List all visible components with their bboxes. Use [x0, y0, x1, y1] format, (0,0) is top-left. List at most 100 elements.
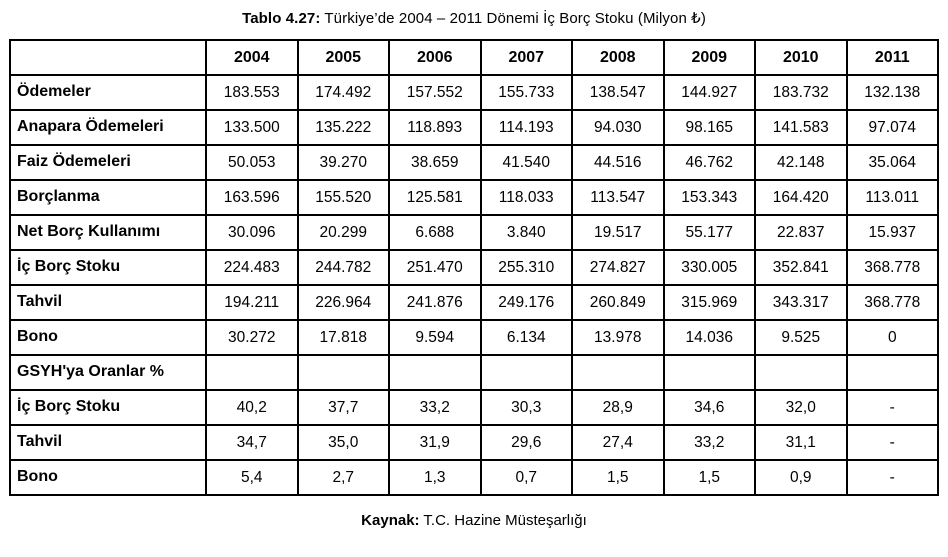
table-cell: 183.553	[205, 74, 299, 111]
table-cell: 28,9	[571, 389, 665, 426]
row-label: Ödemeler	[9, 74, 207, 111]
table-cell: 315.969	[662, 284, 756, 321]
table-cell: 27,4	[571, 424, 665, 461]
table-cell: 6.688	[388, 214, 482, 251]
table-cell: 153.343	[662, 179, 756, 216]
table-row: Faiz Ödemeleri 50.053 39.270 38.659 41.540 44…	[9, 144, 939, 181]
table-cell: 274.827	[571, 249, 665, 286]
table-cell: 33,2	[662, 424, 756, 461]
table-cell: 17.818	[296, 319, 390, 356]
table-cell: 138.547	[571, 74, 665, 111]
table-cell: 163.596	[205, 179, 299, 216]
table-cell: 34,7	[205, 424, 299, 461]
table-cell: 97.074	[845, 109, 939, 146]
table-row: Net Borç Kullanımı 30.096 20.299 6.688 3.840…	[9, 214, 939, 251]
table-cell: 0,9	[754, 459, 848, 496]
table-cell: 113.011	[845, 179, 939, 216]
table-cell: 113.547	[571, 179, 665, 216]
source-label: Kaynak:	[361, 512, 420, 529]
corner-cell	[9, 39, 207, 76]
table-row: Tahvil 194.211 226.964 241.876 249.176 260.84…	[9, 284, 939, 321]
table-cell: 1,3	[388, 459, 482, 496]
table-cell: 249.176	[479, 284, 573, 321]
table-cell: 125.581	[388, 179, 482, 216]
table-cell: 330.005	[662, 249, 756, 286]
table-row: Anapara Ödemeleri 133.500 135.222 118.893 11…	[9, 109, 939, 146]
table-row: İç Borç Stoku 40,2 37,7 33,2 30,3 28,9 34,6 32,…	[9, 389, 939, 426]
table-cell: 13.978	[571, 319, 665, 356]
table-cell: 22.837	[754, 214, 848, 251]
table-cell: 20.299	[296, 214, 390, 251]
table-cell: 260.849	[571, 284, 665, 321]
table-cell: -	[845, 389, 939, 426]
table-cell: 155.733	[479, 74, 573, 111]
table-cell	[754, 354, 848, 391]
year-header: 2008	[571, 39, 665, 76]
table-cell: 255.310	[479, 249, 573, 286]
table-cell: 55.177	[662, 214, 756, 251]
table-row: Tahvil 34,7 35,0 31,9 29,6 27,4 33,2 31,1-	[9, 424, 939, 461]
table-cell: 50.053	[205, 144, 299, 181]
year-header: 2005	[296, 39, 390, 76]
table-cell: 46.762	[662, 144, 756, 181]
table-cell: 3.840	[479, 214, 573, 251]
table-row: GSYH'ya Oranlar %	[9, 354, 939, 391]
table-cell	[479, 354, 573, 391]
table-cell: 30.272	[205, 319, 299, 356]
year-header: 2007	[479, 39, 573, 76]
table-row: Borçlanma 163.596 155.520 125.581 118.033 113…	[9, 179, 939, 216]
table-cell: 144.927	[662, 74, 756, 111]
row-label: Bono	[9, 319, 207, 356]
table-cell	[388, 354, 482, 391]
table-cell	[845, 354, 939, 391]
table-cell: 135.222	[296, 109, 390, 146]
table-body: Ödemeler 183.553 174.492 157.552 155.733 138.…	[9, 74, 939, 496]
table-cell	[662, 354, 756, 391]
year-header: 2010	[754, 39, 848, 76]
table-title: Tablo 4.27: Türkiye’de 2004 – 2011 Dönem…	[0, 0, 948, 27]
table-row: Bono 5,4 2,7 1,3 0,7 1,5 1,5 0,9-	[9, 459, 939, 496]
table-cell: 343.317	[754, 284, 848, 321]
table-cell: -	[845, 424, 939, 461]
table-cell: 2,7	[296, 459, 390, 496]
table-cell: 14.036	[662, 319, 756, 356]
table-cell: 39.270	[296, 144, 390, 181]
table-cell: 132.138	[845, 74, 939, 111]
table-cell: 35.064	[845, 144, 939, 181]
table-cell: 31,1	[754, 424, 848, 461]
table-cell: 226.964	[296, 284, 390, 321]
table-cell: 5,4	[205, 459, 299, 496]
table-cell: 118.033	[479, 179, 573, 216]
row-label: GSYH'ya Oranlar %	[9, 354, 207, 391]
table-cell: 42.148	[754, 144, 848, 181]
table-row: Ödemeler 183.553 174.492 157.552 155.733 138.…	[9, 74, 939, 111]
table-cell: 30.096	[205, 214, 299, 251]
table-cell	[571, 354, 665, 391]
table-cell: 31,9	[388, 424, 482, 461]
table-cell: 1,5	[662, 459, 756, 496]
year-header: 2009	[662, 39, 756, 76]
table-cell: 368.778	[845, 284, 939, 321]
year-header: 2011	[845, 39, 939, 76]
table-cell: 30,3	[479, 389, 573, 426]
table-cell	[296, 354, 390, 391]
table-cell: 174.492	[296, 74, 390, 111]
table-cell: 94.030	[571, 109, 665, 146]
table-cell: 15.937	[845, 214, 939, 251]
year-header: 2004	[205, 39, 299, 76]
table-cell: 118.893	[388, 109, 482, 146]
table-row: İç Borç Stoku 224.483 244.782 251.470 255.31…	[9, 249, 939, 286]
table-cell: 133.500	[205, 109, 299, 146]
table-cell: 0,7	[479, 459, 573, 496]
table-cell: 157.552	[388, 74, 482, 111]
row-label: İç Borç Stoku	[9, 389, 207, 426]
row-label: Anapara Ödemeleri	[9, 109, 207, 146]
table-cell: 98.165	[662, 109, 756, 146]
row-label: Net Borç Kullanımı	[9, 214, 207, 251]
table-cell: 155.520	[296, 179, 390, 216]
table-cell: 37,7	[296, 389, 390, 426]
table-cell: 241.876	[388, 284, 482, 321]
table-cell: 38.659	[388, 144, 482, 181]
table-cell: 368.778	[845, 249, 939, 286]
table-cell: 6.134	[479, 319, 573, 356]
